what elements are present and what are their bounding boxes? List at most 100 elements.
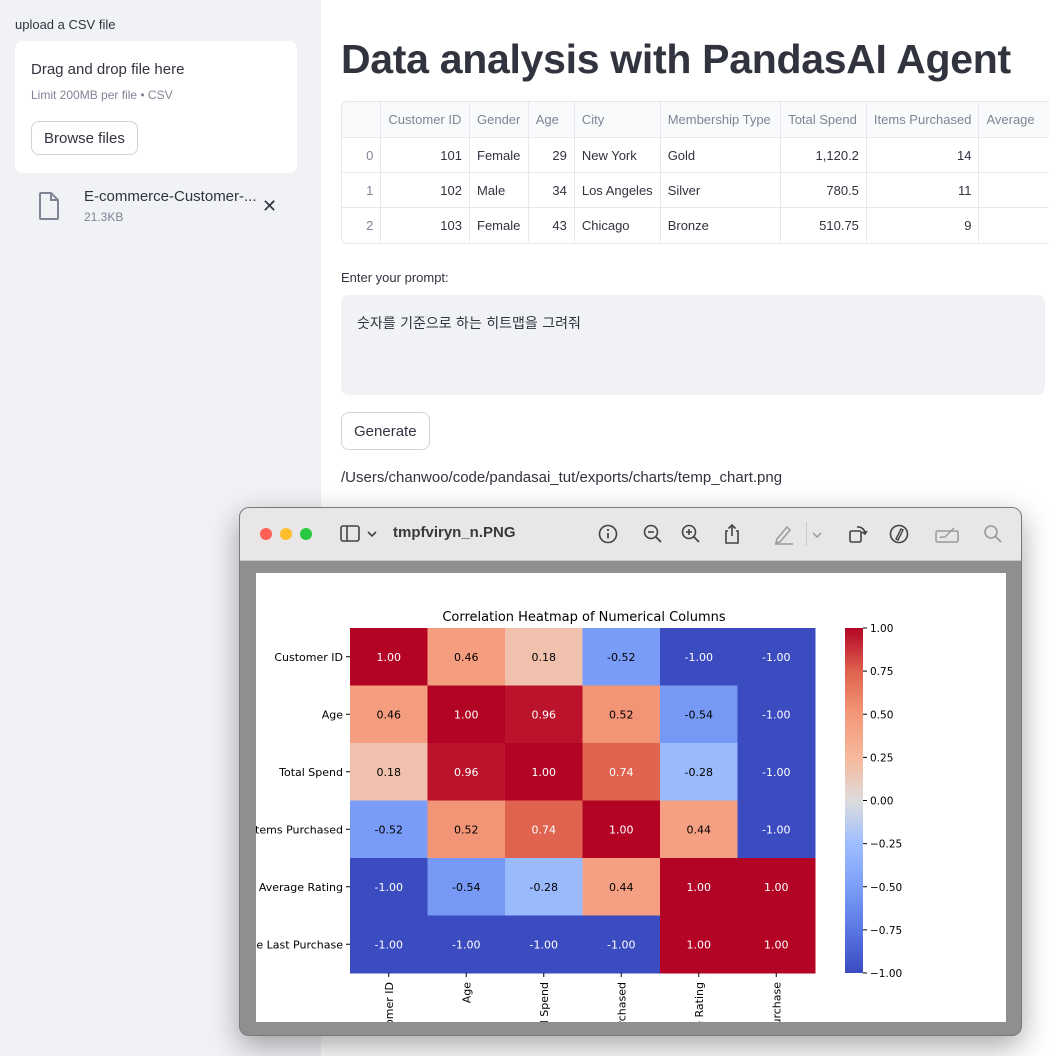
colorbar-tick-label: −0.50 bbox=[870, 882, 902, 894]
dropzone-title: Drag and drop file here bbox=[31, 61, 185, 78]
heatmap-value-label: -1.00 bbox=[530, 938, 558, 951]
y-tick-label: Total Spend bbox=[278, 766, 343, 779]
close-icon[interactable]: ✕ bbox=[262, 196, 278, 216]
main-content: Data analysis with PandasAI Agent Custom… bbox=[321, 0, 1049, 1056]
colorbar-tick-label: 0.75 bbox=[870, 666, 893, 678]
info-icon[interactable] bbox=[597, 523, 619, 545]
column-header[interactable]: Total Spend bbox=[780, 102, 867, 138]
heatmap-cell bbox=[350, 685, 428, 744]
colorbar-tick-label: 0.50 bbox=[870, 709, 893, 721]
colorbar-tick-label: 0.00 bbox=[870, 796, 893, 808]
minimize-window-button[interactable] bbox=[280, 528, 292, 540]
heatmap-value-label: 1.00 bbox=[377, 651, 402, 664]
table-cell: 29 bbox=[528, 137, 575, 173]
heatmap-value-label: -0.52 bbox=[375, 823, 403, 836]
heatmap-value-label: -0.28 bbox=[530, 881, 558, 894]
zoom-window-button[interactable] bbox=[300, 528, 312, 540]
heatmap-value-label: -1.00 bbox=[762, 708, 790, 721]
heatmap-cell bbox=[505, 800, 583, 859]
heatmap-value-label: -1.00 bbox=[762, 766, 790, 779]
dataframe-table: Customer ID Gender Age City Membership Type T… bbox=[342, 102, 1049, 242]
colorbar bbox=[845, 628, 863, 973]
heatmap-cell bbox=[350, 915, 428, 974]
preview-window: tmpfviryn_n.PNG bbox=[239, 507, 1022, 1036]
browse-files-button[interactable]: Browse files bbox=[31, 121, 138, 155]
table-cell: Gold bbox=[660, 137, 782, 173]
x-tick-label: e Rating bbox=[693, 982, 706, 1022]
markup-icon[interactable] bbox=[888, 523, 910, 545]
signature-icon[interactable] bbox=[934, 523, 960, 545]
sidebar-icon[interactable] bbox=[340, 523, 380, 545]
page-title: Data analysis with PandasAI Agent bbox=[341, 36, 1011, 82]
table-cell: Los Angeles bbox=[574, 172, 661, 208]
x-tick-label: rchased bbox=[615, 982, 628, 1022]
heatmap-value-label: 1.00 bbox=[687, 881, 712, 894]
table-row: 0 101 Female 29 New York Gold 1,120.2 14 bbox=[342, 137, 1049, 173]
heatmap-value-label: 0.74 bbox=[609, 766, 634, 779]
prompt-input[interactable] bbox=[341, 295, 1045, 395]
y-tick-label: Customer ID bbox=[274, 651, 343, 664]
zoom-out-icon[interactable] bbox=[642, 523, 664, 545]
column-header[interactable]: City bbox=[574, 102, 661, 138]
file-dropzone[interactable]: Drag and drop file here Limit 200MB per … bbox=[15, 41, 297, 173]
y-tick-label: Items Purchased bbox=[256, 823, 343, 836]
prompt-label: Enter your prompt: bbox=[341, 270, 449, 285]
heatmap-cell bbox=[660, 915, 738, 974]
column-header[interactable]: Age bbox=[528, 102, 575, 138]
heatmap-value-label: -1.00 bbox=[685, 651, 713, 664]
heatmap-cell bbox=[582, 628, 661, 686]
heatmap-cell bbox=[660, 858, 738, 916]
column-header[interactable]: Customer ID bbox=[380, 102, 470, 138]
heatmap-cell bbox=[660, 685, 738, 744]
heatmap-cell bbox=[427, 915, 506, 974]
heatmap-value-label: 1.00 bbox=[609, 823, 634, 836]
heatmap-value-label: -1.00 bbox=[375, 938, 403, 951]
table-cell: Male bbox=[469, 172, 529, 208]
heatmap-cell bbox=[582, 858, 661, 916]
markup-pen-icon[interactable] bbox=[773, 523, 795, 545]
heatmap-cell bbox=[582, 800, 661, 859]
share-icon[interactable] bbox=[721, 523, 743, 545]
close-window-button[interactable] bbox=[260, 528, 272, 540]
table-cell: 101 bbox=[380, 137, 470, 173]
heatmap-cell bbox=[660, 800, 738, 859]
heatmap-cell bbox=[660, 628, 738, 686]
dropzone-limit: Limit 200MB per file • CSV bbox=[31, 88, 173, 102]
table-cell: Chicago bbox=[574, 207, 661, 242]
heatmap-cell bbox=[737, 915, 816, 974]
heatmap-value-label: -1.00 bbox=[452, 938, 480, 951]
heatmap-cell bbox=[505, 743, 583, 801]
heatmap-value-label: 1.00 bbox=[454, 708, 479, 721]
column-header[interactable]: Membership Type bbox=[660, 102, 782, 138]
dataframe[interactable]: Customer ID Gender Age City Membership Type T… bbox=[341, 101, 1049, 244]
table-cell: Female bbox=[469, 137, 529, 173]
heatmap-cell bbox=[582, 685, 661, 744]
column-header[interactable] bbox=[342, 102, 382, 138]
table-cell: 510.75 bbox=[780, 207, 867, 242]
file-name: E-commerce-Customer-... bbox=[84, 188, 257, 205]
heatmap-cell bbox=[737, 800, 816, 859]
heatmap-cell bbox=[737, 858, 816, 916]
column-header[interactable]: Average bbox=[978, 102, 1049, 138]
heatmap-value-label: -0.28 bbox=[685, 766, 713, 779]
upload-label: upload a CSV file bbox=[15, 17, 116, 32]
table-cell: 103 bbox=[380, 207, 470, 242]
x-tick-label: Age bbox=[460, 982, 473, 1004]
heatmap-value-label: -1.00 bbox=[607, 938, 635, 951]
preview-window-title: tmpfviryn_n.PNG bbox=[393, 524, 516, 541]
column-header[interactable]: Gender bbox=[469, 102, 529, 138]
table-row: 2 103 Female 43 Chicago Bronze 510.75 9 bbox=[342, 207, 1049, 242]
colorbar-tick-label: −0.75 bbox=[870, 925, 902, 937]
table-cell: New York bbox=[574, 137, 661, 173]
chevron-down-icon[interactable] bbox=[810, 523, 824, 545]
heatmap-value-label: 0.44 bbox=[687, 823, 712, 836]
column-header[interactable]: Items Purchased bbox=[866, 102, 980, 138]
rotate-icon[interactable] bbox=[847, 523, 869, 545]
colorbar-tick-label: 0.25 bbox=[870, 752, 893, 764]
file-icon bbox=[39, 192, 59, 220]
generate-button[interactable]: Generate bbox=[341, 412, 430, 450]
table-cell bbox=[978, 207, 1049, 242]
heatmap-value-label: -0.54 bbox=[685, 708, 713, 721]
zoom-in-icon[interactable] bbox=[680, 523, 702, 545]
search-icon[interactable] bbox=[982, 523, 1004, 545]
